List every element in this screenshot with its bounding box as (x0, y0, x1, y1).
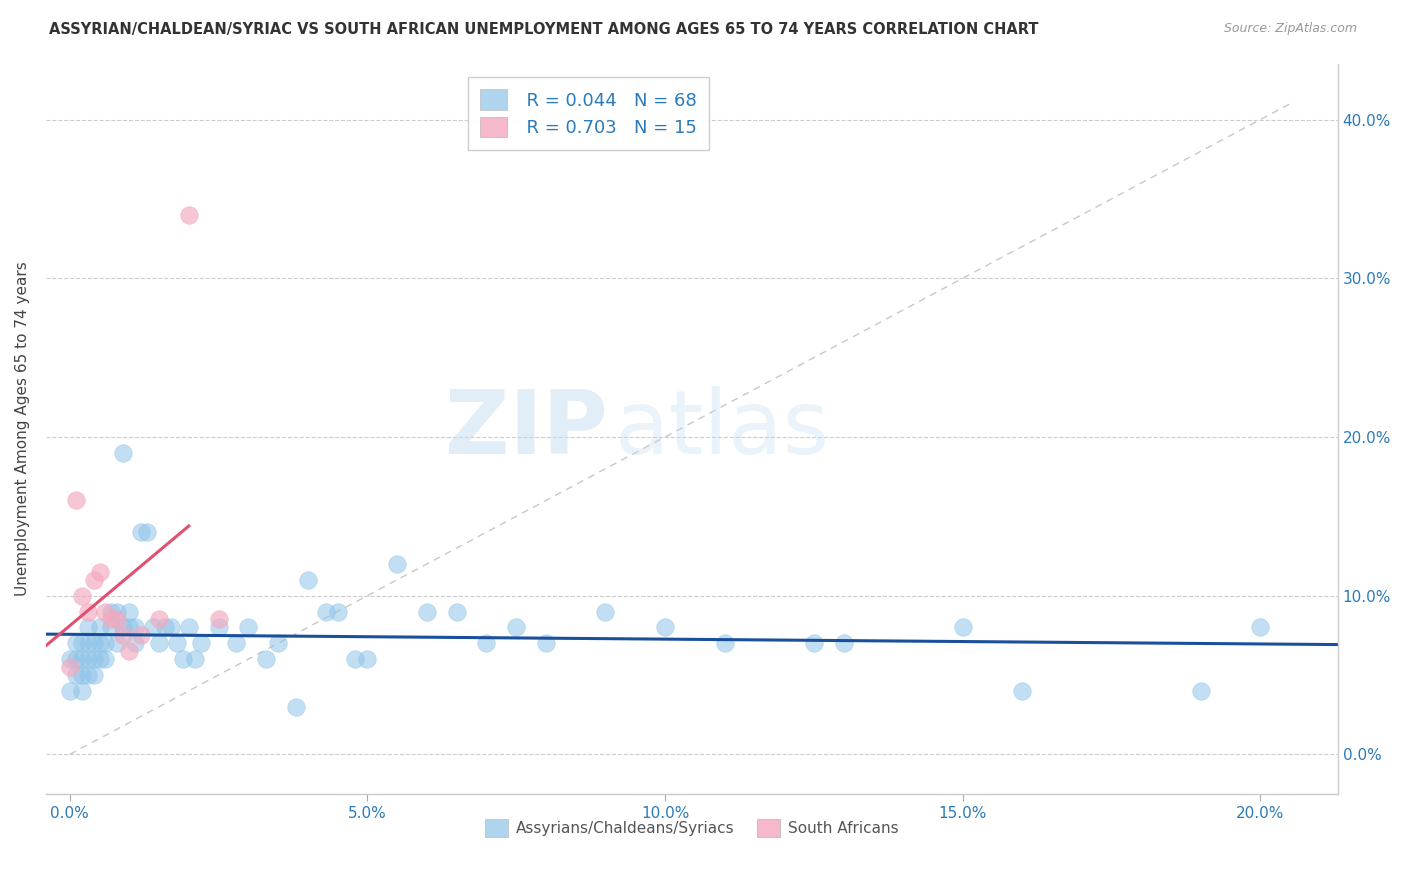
Point (225, 636, 247, 650)
Point (142, 620, 165, 634)
Point (70, 636, 93, 650)
Text: atlas: atlas (614, 385, 830, 473)
Point (112, 446, 135, 460)
Point (285, 699, 308, 714)
Point (94, 652, 117, 666)
Point (190, 636, 212, 650)
Point (129, 628, 152, 642)
Point (105, 636, 128, 650)
Point (297, 573, 319, 587)
Point (344, 652, 367, 666)
Point (207, 620, 229, 634)
Point (238, 620, 260, 634)
Point (172, 652, 194, 666)
Point (83, 668, 105, 682)
Point (83, 652, 105, 666)
Point (76, 605, 98, 619)
Point (70, 652, 93, 666)
Point (952, 620, 974, 634)
Point (475, 636, 498, 650)
Point (446, 605, 468, 619)
Point (1249, 620, 1271, 634)
Point (803, 636, 825, 650)
Point (76, 652, 98, 666)
Y-axis label: Unemployment Among Ages 65 to 74 years: Unemployment Among Ages 65 to 74 years (15, 261, 30, 597)
Point (184, 652, 207, 666)
Point (59, 684, 82, 698)
Point (89, 565, 111, 579)
Point (118, 620, 141, 634)
Point (118, 605, 141, 619)
Point (76, 620, 98, 634)
Point (136, 525, 159, 540)
Point (148, 636, 170, 650)
Point (112, 628, 135, 642)
Point (94, 636, 117, 650)
Text: ASSYRIAN/CHALDEAN/SYRIAC VS SOUTH AFRICAN UNEMPLOYMENT AMONG AGES 65 TO 74 YEARS: ASSYRIAN/CHALDEAN/SYRIAC VS SOUTH AFRICA… (49, 22, 1039, 37)
Point (254, 652, 277, 666)
Point (385, 557, 408, 571)
Point (59, 652, 82, 666)
Point (534, 636, 557, 650)
Point (267, 636, 290, 650)
Point (112, 620, 135, 634)
Point (65, 652, 87, 666)
Point (65, 668, 87, 682)
Point (65, 636, 87, 650)
Point (100, 605, 122, 619)
Point (166, 636, 188, 650)
Point (100, 612, 122, 626)
Point (70, 668, 93, 682)
Point (832, 636, 855, 650)
Point (89, 636, 111, 650)
Point (89, 652, 111, 666)
Point (76, 668, 98, 682)
Point (654, 620, 676, 634)
Text: ZIP: ZIP (446, 385, 607, 473)
Point (505, 620, 527, 634)
Legend: Assyrians/Chaldeans/Syriacs, South Africans: Assyrians/Chaldeans/Syriacs, South Afric… (478, 812, 905, 845)
Point (326, 605, 349, 619)
Point (118, 644, 141, 658)
Point (76, 636, 98, 650)
Point (356, 652, 378, 666)
Point (65, 493, 87, 508)
Point (83, 636, 105, 650)
Point (315, 605, 337, 619)
Point (595, 605, 617, 619)
Point (83, 573, 105, 587)
Point (94, 605, 117, 619)
Point (177, 620, 200, 634)
Point (124, 620, 146, 634)
Point (160, 620, 183, 634)
Point (416, 605, 439, 619)
Point (105, 605, 128, 619)
Point (100, 620, 122, 634)
Point (129, 525, 152, 540)
Text: Source: ZipAtlas.com: Source: ZipAtlas.com (1223, 22, 1357, 36)
Point (70, 589, 93, 603)
Point (89, 620, 111, 634)
Point (105, 612, 128, 626)
Point (148, 612, 170, 626)
Point (153, 620, 176, 634)
Point (713, 636, 735, 650)
Point (177, 208, 200, 222)
Point (207, 612, 229, 626)
Point (1011, 684, 1033, 698)
Point (59, 660, 82, 674)
Point (1189, 684, 1212, 698)
Point (70, 684, 93, 698)
Point (124, 636, 146, 650)
